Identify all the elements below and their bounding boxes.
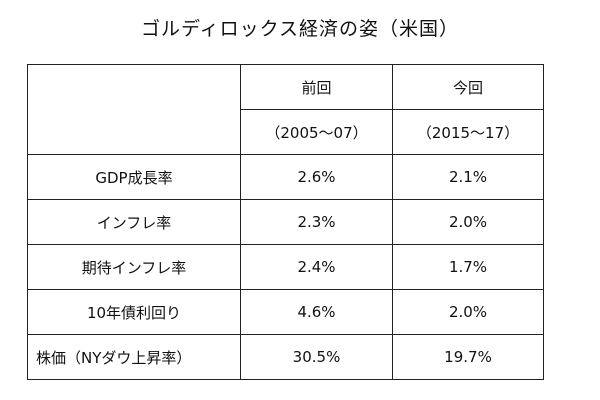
row-label: インフレ率 xyxy=(27,199,241,245)
row-label: 10年債利回り xyxy=(27,289,241,335)
value-current: 2.0% xyxy=(392,199,544,245)
value-previous: 2.3% xyxy=(240,199,393,245)
value-previous: 2.6% xyxy=(240,154,393,200)
period-previous: （2005〜07） xyxy=(240,109,393,155)
value-previous: 30.5% xyxy=(240,334,393,380)
table-row: 10年債利回り 4.6% 2.0% xyxy=(27,289,544,335)
value-previous: 2.4% xyxy=(240,244,393,290)
period-current: （2015〜17） xyxy=(392,109,544,155)
header-period-row: （2005〜07） （2015〜17） xyxy=(28,109,544,155)
header-previous: 前回 xyxy=(240,64,393,110)
value-current: 19.7% xyxy=(392,334,544,380)
value-current: 2.1% xyxy=(392,154,544,200)
value-current: 1.7% xyxy=(392,244,544,290)
row-label: 株価（NYダウ上昇率） xyxy=(27,334,241,380)
header-current: 今回 xyxy=(392,64,544,110)
value-current: 2.0% xyxy=(392,289,544,335)
page-title: ゴルディロックス経済の姿（米国） xyxy=(140,18,460,40)
table-row: GDP成長率 2.6% 2.1% xyxy=(27,154,544,200)
row-label: GDP成長率 xyxy=(27,154,241,200)
header-row: 前回 今回 xyxy=(27,64,544,155)
table-row: インフレ率 2.3% 2.0% xyxy=(27,199,544,245)
corner-cell xyxy=(27,64,241,155)
row-label: 期待インフレ率 xyxy=(27,244,241,290)
table-row: 期待インフレ率 2.4% 1.7% xyxy=(27,244,544,290)
data-table: 前回 今回 （2005〜07） （2015〜17） GDP成長率 2.6% 2.… xyxy=(27,64,544,380)
table-row: 株価（NYダウ上昇率） 30.5% 19.7% xyxy=(27,334,544,380)
value-previous: 4.6% xyxy=(240,289,393,335)
